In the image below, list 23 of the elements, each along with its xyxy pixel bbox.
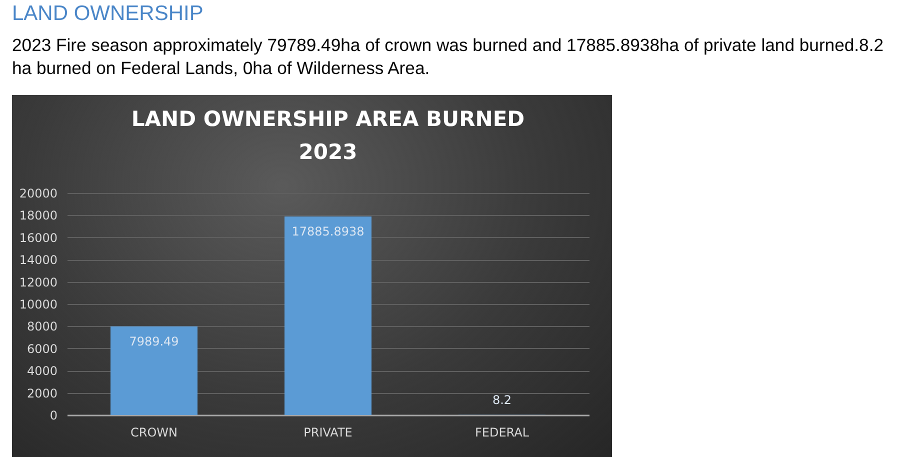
text: 2023 Fire season approximately 79789.49ha of crown was burned and 17885.8938ha of private land burned.8.2 ha burned on Federal Lands, 0ha of Wilderness Area.	[12, 34, 885, 80]
x-tick-label: FEDERAL	[474, 426, 530, 440]
x-tick-label: PRIVATE	[304, 426, 352, 440]
y-tick-label: 0	[50, 408, 58, 422]
y-tick-label: 18000	[19, 208, 58, 223]
chart-subtitle: 2023	[298, 140, 358, 164]
y-tick-label: 6000	[26, 342, 58, 356]
chart-title: LAND OWNERSHIP AREA BURNED	[131, 107, 525, 131]
y-tick-label: 12000	[19, 275, 58, 290]
y-tick-label: 14000	[19, 253, 58, 268]
bar	[284, 216, 372, 415]
data-label: 7989.49	[129, 334, 179, 348]
y-tick-label: 8000	[26, 320, 58, 334]
y-tick-label: 2000	[26, 386, 58, 400]
y-tick-label: 10000	[19, 298, 58, 312]
text: LAND OWNERSHIP	[12, 2, 204, 26]
y-tick-label: 4000	[26, 364, 58, 378]
bar	[110, 326, 198, 415]
data-label: 17885.8938	[292, 224, 364, 238]
y-tick-label: 16000	[19, 230, 58, 245]
data-label: 8.2	[492, 392, 512, 407]
y-tick-label: 20000	[19, 186, 58, 200]
x-tick-label: CROWN	[130, 426, 178, 440]
